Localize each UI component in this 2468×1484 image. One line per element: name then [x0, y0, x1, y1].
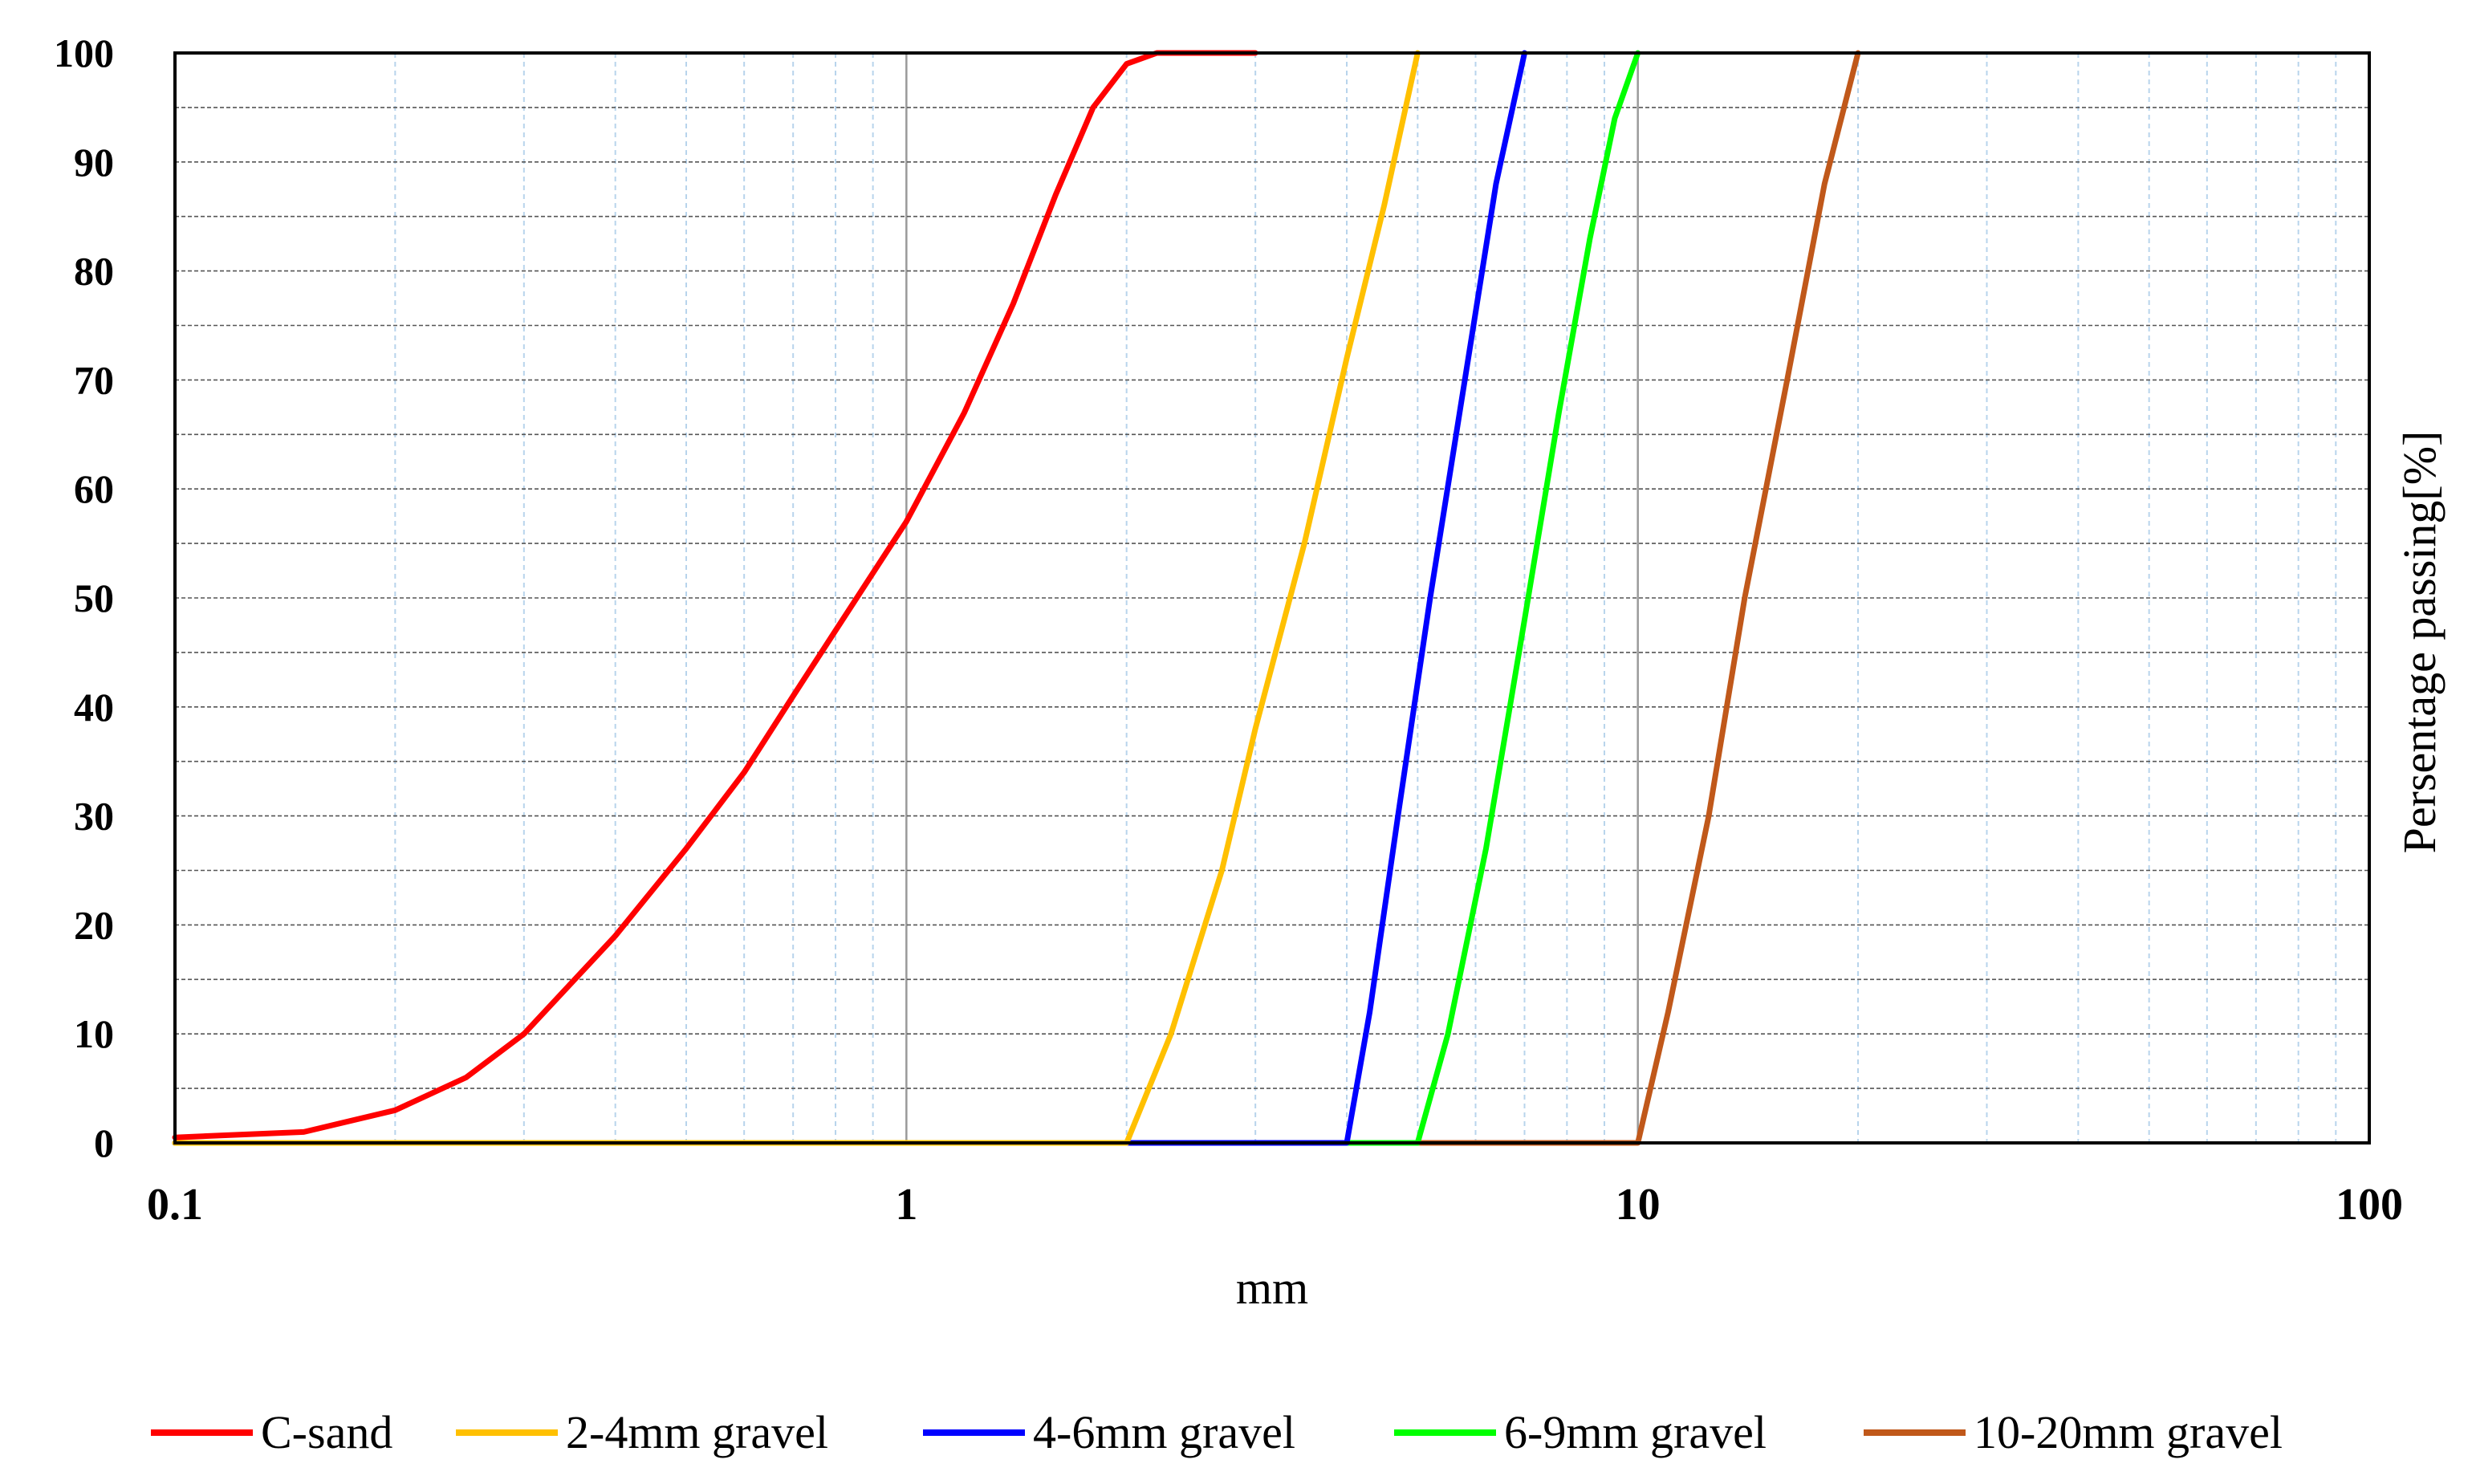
- y-tick-label: 70: [74, 357, 114, 402]
- x-axis-title: mm: [1236, 1262, 1308, 1314]
- y-tick-label: 80: [74, 249, 114, 294]
- y-axis-ticks: 0 10 20 30 40 50 60 70 80 90 100: [54, 30, 114, 1165]
- y-tick-label: 60: [74, 466, 114, 511]
- y-tick-label: 20: [74, 902, 114, 947]
- y-tick-label: 10: [74, 1011, 114, 1056]
- legend-label: 10-20mm gravel: [1974, 1406, 2283, 1458]
- series-line-1: [172, 50, 1258, 1140]
- grid: [173, 53, 2369, 1143]
- series-line-3: [172, 50, 1527, 1146]
- y-tick-label: 0: [94, 1120, 114, 1165]
- x-axis-ticks: 0.1 1 10 100: [147, 1180, 2403, 1230]
- legend: C-sand 2-4mm gravel 4-6mm gravel 6-9mm grav…: [151, 1406, 2283, 1458]
- series-line-4: [172, 50, 1641, 1146]
- plot-frame: [173, 51, 2371, 1145]
- y-tick-label: 90: [74, 140, 114, 185]
- y-tick-label: 30: [74, 794, 114, 839]
- legend-label: 6-9mm gravel: [1504, 1406, 1767, 1458]
- legend-label: C-sand: [261, 1406, 392, 1458]
- legend-label: 4-6mm gravel: [1033, 1406, 1295, 1458]
- y-tick-label: 50: [74, 575, 114, 620]
- series-line-5: [172, 50, 1861, 1146]
- x-tick-label: 1: [895, 1180, 917, 1230]
- series-line-2: [172, 50, 1421, 1146]
- x-tick-label: 0.1: [147, 1180, 203, 1230]
- y-tick-label: 100: [54, 30, 114, 75]
- x-tick-label: 100: [2336, 1180, 2403, 1230]
- x-tick-label: 10: [1616, 1180, 1661, 1230]
- y-tick-label: 40: [74, 685, 114, 730]
- legend-label: 2-4mm gravel: [566, 1406, 828, 1458]
- y-axis-title: Persentage passing[%]: [2393, 431, 2446, 854]
- series-lines: [172, 50, 1861, 1146]
